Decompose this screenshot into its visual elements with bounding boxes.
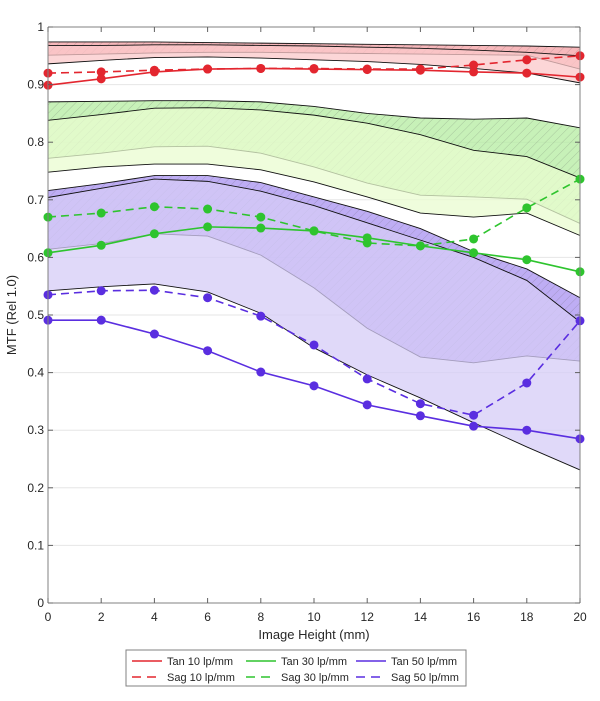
data-point bbox=[203, 346, 213, 356]
x-tick-label: 10 bbox=[307, 610, 321, 624]
band-lower-edge bbox=[47, 163, 581, 236]
x-axis-label: Image Height (mm) bbox=[258, 627, 369, 642]
x-tick-label: 0 bbox=[45, 610, 52, 624]
data-point bbox=[203, 293, 213, 303]
data-point bbox=[362, 238, 372, 248]
data-point bbox=[96, 315, 106, 325]
data-point bbox=[96, 74, 106, 84]
band-upper-edge bbox=[47, 178, 581, 323]
band-lower-edge bbox=[47, 56, 581, 84]
x-tick-label: 12 bbox=[361, 610, 375, 624]
data-point bbox=[256, 223, 266, 233]
x-tick-label: 8 bbox=[257, 610, 264, 624]
data-point bbox=[415, 411, 425, 421]
data-point bbox=[362, 374, 372, 384]
data-point bbox=[362, 64, 372, 74]
data-point bbox=[415, 399, 425, 409]
data-point bbox=[203, 222, 213, 232]
data-point bbox=[522, 255, 532, 265]
x-tick-label: 18 bbox=[520, 610, 534, 624]
band-upper-edge bbox=[48, 44, 581, 57]
data-point bbox=[469, 67, 479, 77]
band-upper-edge bbox=[47, 107, 581, 179]
legend-entry: Sag 10 lp/mm bbox=[167, 672, 235, 684]
y-tick-label: 0.4 bbox=[27, 366, 44, 380]
data-point bbox=[203, 204, 213, 214]
data-point bbox=[149, 65, 159, 75]
data-point bbox=[469, 60, 479, 70]
legend: Tan 10 lp/mm Tan 30 lp/mm Tan 50 lp/mm Sag … bbox=[125, 649, 467, 687]
tick-labels: 0 2 4 6 8 10 12 14 16 18 20 0 0.1 0.2 0.3 0.4 0.5 0.6 0.7 0… bbox=[27, 20, 587, 624]
data-point bbox=[96, 286, 106, 296]
data-point bbox=[96, 240, 106, 250]
legend-entry: Tan 30 lp/mm bbox=[281, 656, 347, 668]
data-point bbox=[309, 226, 319, 236]
data-point bbox=[522, 68, 532, 78]
data-point bbox=[256, 311, 266, 321]
data-point bbox=[469, 421, 479, 431]
data-point bbox=[149, 202, 159, 212]
y-tick-label: 0.8 bbox=[27, 135, 44, 149]
x-tick-label: 6 bbox=[204, 610, 211, 624]
data-point bbox=[96, 67, 106, 77]
x-tick-label: 14 bbox=[414, 610, 428, 624]
data-point bbox=[96, 208, 106, 218]
data-point bbox=[256, 367, 266, 377]
legend-entry: Tan 50 lp/mm bbox=[391, 656, 457, 668]
legend-entry: Tan 10 lp/mm bbox=[167, 656, 233, 668]
x-tick-label: 2 bbox=[98, 610, 105, 624]
band-upper-edge bbox=[47, 175, 581, 299]
legend-box bbox=[125, 649, 467, 687]
data-point bbox=[522, 425, 532, 435]
x-tick-label: 4 bbox=[151, 610, 158, 624]
legend-entry: Sag 30 lp/mm bbox=[281, 672, 349, 684]
x-tick-label: 16 bbox=[467, 610, 481, 624]
series-lines bbox=[43, 51, 585, 444]
tolerance-bands bbox=[47, 41, 581, 471]
data-point bbox=[522, 378, 532, 388]
tolerance-band bbox=[48, 44, 580, 83]
data-point bbox=[469, 248, 479, 258]
y-tick-label: 0.3 bbox=[27, 423, 44, 437]
data-point bbox=[149, 285, 159, 295]
data-point bbox=[469, 234, 479, 244]
data-point bbox=[149, 229, 159, 239]
data-point bbox=[522, 55, 532, 65]
band-upper-edge bbox=[48, 41, 581, 48]
data-point bbox=[203, 64, 213, 74]
y-tick-label: 0.7 bbox=[27, 193, 44, 207]
data-point bbox=[469, 410, 479, 420]
y-tick-label: 0.2 bbox=[27, 481, 44, 495]
x-tick-label: 20 bbox=[573, 610, 587, 624]
data-point bbox=[415, 241, 425, 251]
y-tick-label: 0.1 bbox=[27, 538, 44, 552]
data-point bbox=[309, 381, 319, 391]
data-point bbox=[415, 64, 425, 74]
data-point bbox=[309, 340, 319, 350]
tolerance-band bbox=[48, 179, 580, 470]
data-point bbox=[362, 400, 372, 410]
y-tick-label: 0.5 bbox=[27, 308, 44, 322]
y-tick-label: 0.6 bbox=[27, 250, 44, 264]
data-point bbox=[256, 63, 266, 73]
y-tick-label: 0 bbox=[37, 596, 44, 610]
data-point bbox=[522, 203, 532, 213]
data-point bbox=[309, 63, 319, 73]
data-point bbox=[149, 329, 159, 339]
axes bbox=[47, 26, 581, 604]
tolerance-band bbox=[48, 107, 580, 236]
band-upper-edge bbox=[47, 100, 581, 129]
y-axis-label: MTF (Rel 1.0) bbox=[4, 275, 19, 355]
legend-entry: Sag 50 lp/mm bbox=[391, 672, 459, 684]
y-tick-label: 1 bbox=[37, 20, 44, 34]
data-point bbox=[256, 212, 266, 222]
y-tick-label: 0.9 bbox=[27, 78, 44, 92]
